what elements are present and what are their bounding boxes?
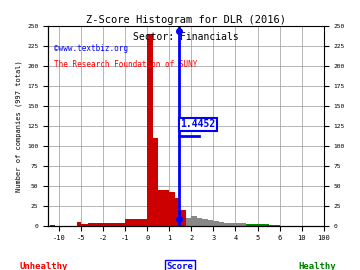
Bar	[269, 225, 274, 226]
Bar	[219, 222, 224, 226]
Bar	[153, 138, 158, 226]
Bar	[241, 223, 247, 226]
Bar	[247, 224, 252, 226]
Bar	[257, 224, 263, 226]
Y-axis label: Number of companies (997 total): Number of companies (997 total)	[15, 60, 22, 192]
Bar	[263, 224, 269, 226]
Bar	[197, 218, 202, 226]
Text: Sector: Financials: Sector: Financials	[133, 32, 239, 42]
Bar	[147, 34, 153, 226]
Bar	[96, 222, 103, 226]
Text: 1.4452: 1.4452	[180, 119, 216, 129]
Bar	[235, 223, 241, 226]
Bar	[230, 222, 235, 226]
Bar	[274, 225, 280, 226]
Bar	[50, 225, 55, 226]
Bar	[213, 221, 219, 226]
Bar	[202, 220, 208, 226]
Text: ©www.textbiz.org: ©www.textbiz.org	[54, 44, 127, 53]
Bar	[192, 216, 197, 226]
Bar	[103, 223, 125, 226]
Bar	[224, 222, 230, 226]
Bar	[164, 190, 169, 226]
Text: Score: Score	[167, 262, 193, 270]
Bar	[169, 192, 175, 226]
Bar	[158, 190, 164, 226]
Text: Healthy: Healthy	[298, 262, 336, 270]
Bar	[125, 220, 147, 226]
Bar	[208, 220, 213, 226]
Bar	[81, 224, 89, 226]
Bar	[180, 210, 186, 226]
Bar	[175, 198, 180, 226]
Text: The Research Foundation of SUNY: The Research Foundation of SUNY	[54, 60, 197, 69]
Bar	[186, 218, 192, 226]
Text: Unhealthy: Unhealthy	[19, 262, 67, 270]
Bar	[252, 224, 257, 226]
Bar	[89, 223, 96, 226]
Title: Z-Score Histogram for DLR (2016): Z-Score Histogram for DLR (2016)	[86, 15, 286, 25]
Bar	[77, 222, 81, 226]
